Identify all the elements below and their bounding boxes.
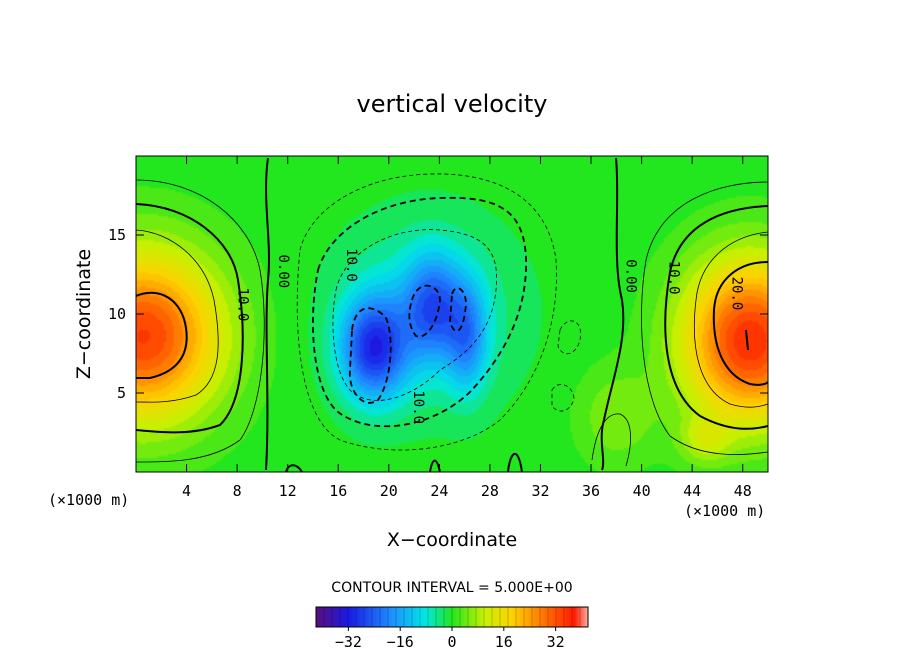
x-unit-left: (×1000 m) [48, 491, 129, 509]
x-tick-label: 8 [233, 482, 242, 500]
contour-label: 10.0 [410, 390, 426, 424]
contour-label: 10.0 [234, 288, 250, 322]
x-tick-label: 12 [279, 482, 297, 500]
x-axis-ticks: 4 8 12 16 20 24 28 32 36 40 44 48 [182, 156, 752, 500]
x-tick-label: 24 [430, 482, 448, 500]
contour-left-20 [136, 291, 188, 379]
contour-label: 20.0 [729, 277, 745, 311]
y-tick-label: 10 [108, 305, 126, 323]
contour-labels: 0.00 10.0 10.0 10.0 0.00 10.0 20.0 [234, 248, 744, 424]
contour-down-10 [312, 196, 527, 428]
colorbar-tick-label: 0 [447, 633, 456, 651]
contour-bottom-b [507, 453, 523, 472]
contour-left-15 [136, 229, 219, 403]
contour-bottom-c [285, 464, 303, 472]
zero-contour-left [265, 157, 270, 471]
contour-label: 10.0 [665, 261, 681, 295]
x-tick-label: 28 [481, 482, 499, 500]
velocity-field [136, 156, 768, 472]
contour-down-15 [332, 229, 498, 401]
x-axis-label: X−coordinate [387, 529, 517, 551]
contour-right-5 [641, 181, 768, 455]
contour-label: 10.0 [343, 248, 359, 282]
contour-left-10 [136, 203, 244, 434]
y-axis-label: Z−coordinate [73, 249, 95, 379]
x-tick-label: 36 [582, 482, 600, 500]
x-tick-label: 32 [531, 482, 549, 500]
x-tick-label: 48 [734, 482, 752, 500]
contour-right-10 [664, 205, 768, 430]
colorbar-segments [323, 607, 581, 627]
contour-down-20a [349, 307, 392, 404]
contour-label: 0.00 [275, 254, 291, 288]
y-tick-label: 5 [117, 384, 126, 402]
x-tick-label: 44 [683, 482, 701, 500]
contour-down-5 [296, 173, 557, 451]
contour-down-small-2 [551, 384, 575, 412]
colorbar-tick-label: 32 [547, 633, 565, 651]
colorbar-tick-label: 16 [495, 633, 513, 651]
contour-interval: CONTOUR INTERVAL = 5.000E+00 [331, 580, 572, 596]
contour-down-20c [449, 287, 467, 332]
y-tick-label: 15 [108, 226, 126, 244]
field-plot: 0.00 10.0 10.0 10.0 0.00 10.0 20.0 [136, 156, 768, 472]
contour-right-20 [712, 261, 768, 386]
y-axis-ticks: 5 10 15 [108, 226, 768, 402]
contour-left-5 [136, 179, 265, 463]
contour-right-15 [693, 231, 768, 408]
colorbar-tick-label: −16 [387, 633, 414, 651]
contour-right-25 [745, 329, 749, 351]
x-tick-label: 40 [633, 482, 651, 500]
chart-title: vertical velocity [357, 90, 548, 118]
contour-down-small [557, 320, 582, 354]
x-tick-label: 20 [380, 482, 398, 500]
x-unit-right: (×1000 m) [684, 502, 765, 520]
contour-label: 0.00 [622, 259, 638, 293]
contour-bottom-right [591, 413, 631, 467]
colorbar-ticks: −32 −16 0 16 32 [335, 627, 565, 651]
x-tick-label: 16 [329, 482, 347, 500]
colorbar-tick-label: −32 [335, 633, 362, 651]
x-tick-label: 4 [182, 482, 191, 500]
zero-contour-right [600, 157, 625, 471]
contour-down-20b [408, 284, 441, 338]
